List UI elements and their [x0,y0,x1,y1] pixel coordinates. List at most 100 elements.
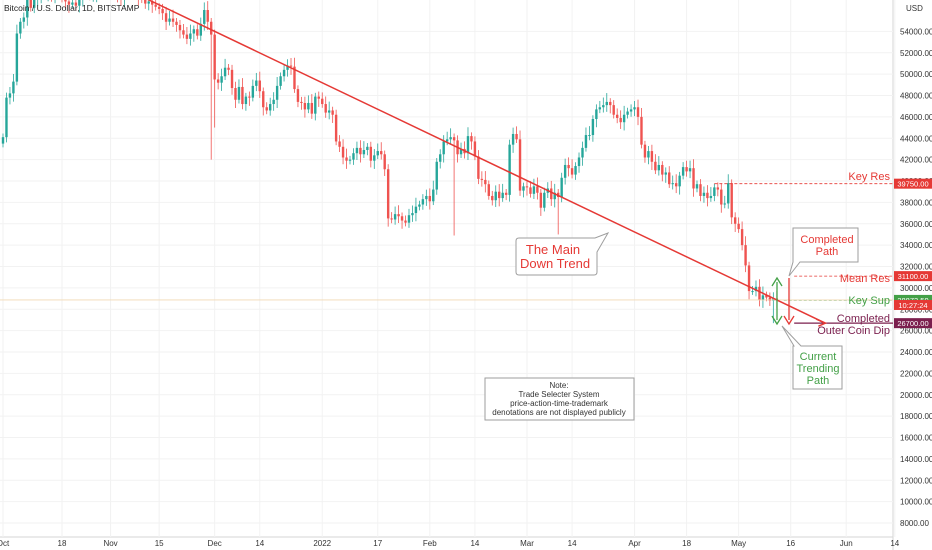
candle-body [761,295,765,300]
candle-body [237,86,241,100]
x-tick-label: 14 [568,539,577,548]
candle-body [262,91,265,108]
y-tick-label: 26000.00 [900,327,932,336]
candle-body [494,191,497,201]
candle-body [258,80,261,92]
candle-body [272,99,275,105]
candle-body [78,0,81,6]
candle-body [733,217,737,224]
candle-body [248,96,251,98]
candle-body [504,192,508,195]
price-tags: 39750.0031100.0028847.9826700.0028873.59… [894,178,932,329]
candles [1,0,779,324]
key-res-label: Key Res [848,171,890,183]
candle-body [657,164,661,171]
candle-body [164,13,168,22]
candle-body [588,135,591,137]
y-tick-label: 22000.00 [900,369,932,378]
candle-body [702,192,706,196]
candle-body [324,104,327,113]
candle-body [716,187,720,190]
red-arrowhead-bottom [783,315,795,326]
candle-body [550,188,553,200]
candle-body [303,102,307,110]
candle-body [498,191,501,199]
candle-body [567,164,570,169]
candle-body [508,144,511,195]
candle-body [737,223,740,230]
candle-body [425,195,428,200]
x-tick-label: Dec [208,539,222,548]
candle-body [674,183,678,187]
candle-body [765,295,768,298]
candle-body [244,96,248,105]
y-tick-label: 44000.00 [900,134,932,143]
candle-body [553,192,556,200]
candle-body [268,104,272,111]
price-tag-label: 26700.00 [897,319,928,328]
candle-body [203,10,206,24]
y-tick-label: 16000.00 [900,434,932,443]
current-path-callout[interactable]: Current Trending Path [781,325,843,390]
main-trend-callout-box [515,232,610,276]
candle-body [591,119,595,136]
candle-body [612,105,615,115]
candle-body [695,184,699,189]
candle-body [15,33,19,82]
candle-body [532,186,536,194]
price-tag [894,271,932,282]
y-tick-label: 46000.00 [900,113,932,122]
candle-body [740,229,744,246]
candle-body [452,137,456,141]
y-tick-label: 50000.00 [900,70,932,79]
y-tick-label: 32000.00 [900,263,932,272]
x-tick-label: 14 [255,539,264,548]
candle-body [439,154,442,162]
current-path-box [781,325,843,390]
candle-body [196,29,199,36]
dip-label-line2: Outer Coin Dip [817,325,890,337]
y-tick-label: 38000.00 [900,198,932,207]
completed-path-callout[interactable]: Completed Path [788,227,859,277]
candle-body [265,107,268,111]
candle-body [602,105,605,108]
candle-body [157,6,161,9]
candle-body [699,184,702,196]
candle-body [362,150,366,155]
time-axis[interactable]: Oct 18 Nov 15 Dec 14 2022 17 Feb 14 Mar 14 Apr 18 May 1… [0,539,900,548]
x-tick-label: May [731,539,746,548]
price-tag-label: 31100.00 [898,272,929,281]
candle-body [487,184,490,196]
x-tick-label: Nov [103,539,117,548]
completed-path-line1: Completed [800,234,853,246]
candle-body [286,65,289,70]
candle-body [341,146,345,158]
candle-body [622,114,626,123]
candle-body [435,161,438,190]
candle-body [654,161,657,171]
candle-body [334,114,338,142]
candle-body [418,204,421,207]
currency-label: USD [906,4,923,13]
price-levels [0,183,893,324]
green-arrowhead-top [771,276,783,287]
y-tick-label: 48000.00 [900,92,932,101]
candle-body [678,175,681,187]
main-trend-callout[interactable]: The Main Down Trend [515,232,610,276]
x-tick-label: Apr [628,539,641,548]
candle-body [605,101,608,106]
candle-body [473,141,477,157]
candle-body [352,153,355,160]
candle-body [192,29,196,34]
candle-body [626,111,629,115]
candle-body [758,286,761,300]
candle-body [289,65,293,67]
candle-body [619,117,622,123]
x-tick-label: 15 [155,539,164,548]
candle-body [1,137,5,144]
candle-body [279,76,282,86]
y-tick-label: 42000.00 [900,156,932,165]
current-path-line1: Current [800,351,837,363]
candle-body [480,178,484,180]
candle-body [144,0,147,4]
